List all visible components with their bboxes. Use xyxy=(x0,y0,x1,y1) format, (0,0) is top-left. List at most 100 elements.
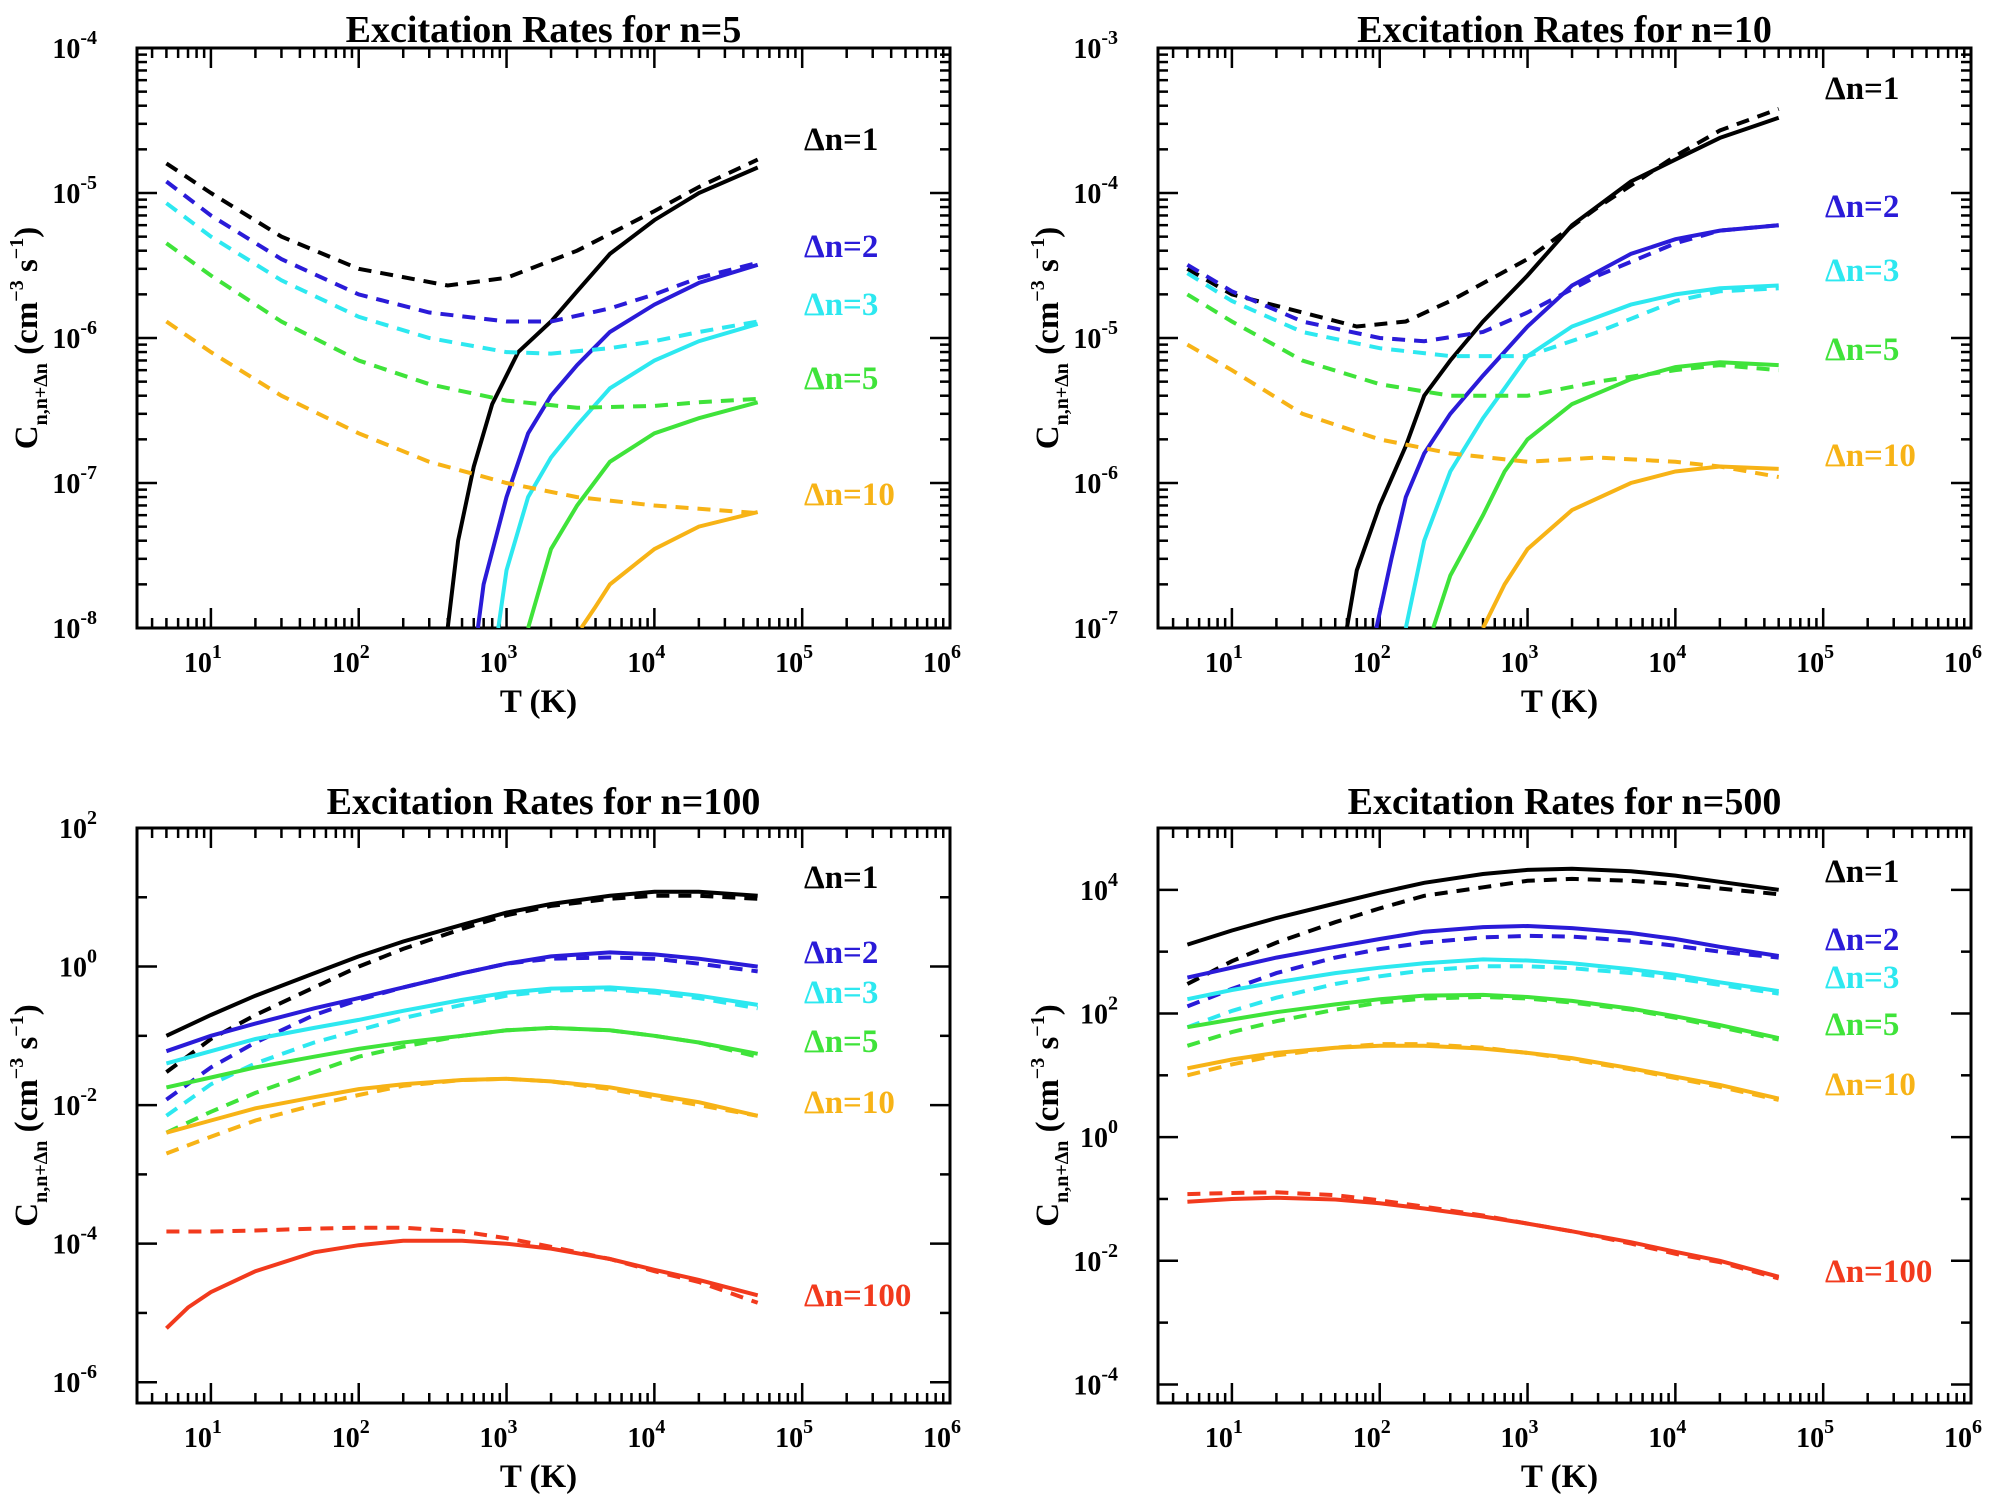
x-tick-label: 103 xyxy=(1501,1416,1539,1454)
x-tick-label: 105 xyxy=(775,1416,813,1454)
series-dashed-line xyxy=(165,157,759,288)
y-tick-label: 102 xyxy=(59,807,97,845)
x-axis-label: T (K) xyxy=(500,1459,577,1495)
legend-label: Δn=1 xyxy=(804,860,878,896)
x-tick-label: 103 xyxy=(1501,641,1539,679)
legend-label: Δn=3 xyxy=(804,975,878,1011)
series-group xyxy=(165,889,759,1330)
legend-label: Δn=2 xyxy=(804,935,878,971)
legend-label: Δn=1 xyxy=(1825,71,1899,107)
series-solid-line xyxy=(1187,1195,1780,1279)
series-dashed-line xyxy=(165,241,758,410)
panel-3: Excitation Rates for n=100 101 102 103 104 10… xyxy=(6,781,961,1495)
series-solid-line xyxy=(475,262,759,628)
x-tick-label: 105 xyxy=(1796,1416,1834,1454)
series-dashed-line xyxy=(165,955,758,1102)
series-dashed-line xyxy=(165,179,759,324)
series-dashed-line xyxy=(1186,964,1779,1030)
legend-label: Δn=5 xyxy=(1825,332,1899,368)
y-tick-label: 10-2 xyxy=(1073,1240,1118,1278)
series-dashed-line xyxy=(1186,271,1779,359)
legend-label: Δn=10 xyxy=(804,1085,895,1121)
series-solid-line xyxy=(1186,957,1779,1002)
x-tick-label: 106 xyxy=(1944,1416,1982,1454)
legend-label: Δn=3 xyxy=(1825,253,1899,289)
y-tick-label: 10-7 xyxy=(52,462,97,500)
x-tick-label: 102 xyxy=(332,1416,370,1454)
y-tick-label: 10-6 xyxy=(52,1361,97,1399)
series-solid-line xyxy=(165,985,759,1066)
legend-label: Δn=100 xyxy=(1825,1254,1932,1290)
series-solid-line xyxy=(1186,866,1779,947)
panel-4: Excitation Rates for n=500 101 102 103 104 10… xyxy=(1027,781,1982,1495)
x-tick-label: 104 xyxy=(627,641,665,679)
y-tick-label: 104 xyxy=(1080,869,1118,907)
series-dashed-line xyxy=(1186,876,1779,986)
x-tick-label: 101 xyxy=(1205,1416,1243,1454)
series-dashed-line xyxy=(165,987,759,1118)
series-dashed-line xyxy=(1186,223,1779,344)
y-tick-label: 10-4 xyxy=(52,1223,97,1261)
x-tick-label: 101 xyxy=(184,1416,222,1454)
x-tick-label: 103 xyxy=(480,1416,518,1454)
y-tick-label: 10-3 xyxy=(1073,27,1118,65)
series-solid-line xyxy=(165,1238,759,1330)
series-dashed-line xyxy=(1186,342,1780,479)
x-tick-label: 101 xyxy=(184,641,222,679)
y-tick-label: 10-5 xyxy=(52,172,97,210)
series-solid-line xyxy=(1431,360,1779,628)
series-solid-line xyxy=(1374,223,1779,628)
series-group xyxy=(1186,107,1780,628)
series-dashed-line xyxy=(165,319,758,516)
y-tick-label: 102 xyxy=(1080,992,1118,1030)
x-axis-label: T (K) xyxy=(1521,1459,1598,1495)
x-axis-label: T (K) xyxy=(1521,684,1598,720)
series-solid-line xyxy=(165,1076,759,1135)
series-solid-line xyxy=(165,889,758,1038)
legend-label: Δn=5 xyxy=(1825,1007,1899,1043)
y-axis-label: Cn,n+Δn (cm−3 s−1) xyxy=(6,1004,52,1226)
legend-label: Δn=1 xyxy=(1825,854,1899,890)
series-dashed-line xyxy=(165,1076,759,1156)
y-tick-label: 100 xyxy=(59,946,97,984)
chart-title: Excitation Rates for n=5 xyxy=(346,9,742,51)
series-solid-line xyxy=(1187,992,1780,1041)
series-dashed-line xyxy=(1186,292,1779,398)
y-tick-label: 10-4 xyxy=(52,27,97,65)
x-tick-label: 103 xyxy=(480,641,518,679)
y-axis-label: Cn,n+Δn (cm−3 s−1) xyxy=(6,227,52,449)
series-dashed-line xyxy=(1186,994,1780,1048)
y-tick-label: 10-6 xyxy=(1073,462,1118,500)
legend-label: Δn=1 xyxy=(804,122,878,158)
y-tick-label: 10-8 xyxy=(52,607,97,645)
series-dashed-line xyxy=(1186,933,1779,1009)
x-tick-label: 104 xyxy=(1648,1416,1686,1454)
legend-label: Δn=3 xyxy=(804,287,878,323)
series-dashed-line xyxy=(1187,1190,1780,1281)
y-tick-label: 10-4 xyxy=(1073,1363,1118,1401)
chart-title: Excitation Rates for n=500 xyxy=(1348,781,1782,823)
series-group xyxy=(165,157,759,628)
legend-label: Δn=5 xyxy=(804,361,878,397)
chart-title: Excitation Rates for n=10 xyxy=(1357,9,1772,51)
x-tick-label: 104 xyxy=(627,1416,665,1454)
y-tick-label: 10-5 xyxy=(1073,317,1118,355)
plot-frame xyxy=(135,826,952,1405)
x-tick-label: 106 xyxy=(923,641,961,679)
plot-frame xyxy=(1156,826,1973,1405)
series-dashed-line xyxy=(165,201,759,356)
x-tick-label: 105 xyxy=(775,641,813,679)
y-axis-label: Cn,n+Δn (cm−3 s−1) xyxy=(1027,1004,1073,1226)
y-tick-label: 100 xyxy=(1080,1116,1118,1154)
legend-label: Δn=10 xyxy=(1825,438,1916,474)
legend-label: Δn=10 xyxy=(1825,1067,1916,1103)
x-tick-label: 105 xyxy=(1796,641,1834,679)
x-tick-label: 101 xyxy=(1205,641,1243,679)
chart-title: Excitation Rates for n=100 xyxy=(327,781,761,823)
series-solid-line xyxy=(1344,115,1780,628)
panel-2: Excitation Rates for n=10 101 102 103 104 105… xyxy=(1027,9,1982,720)
y-tick-label: 10-4 xyxy=(1073,172,1118,210)
series-solid-line xyxy=(526,400,759,628)
series-solid-line xyxy=(165,1025,759,1090)
